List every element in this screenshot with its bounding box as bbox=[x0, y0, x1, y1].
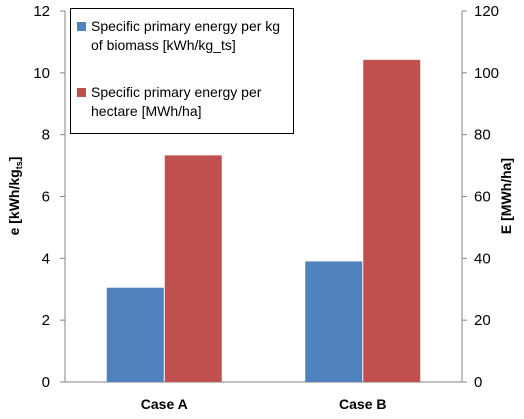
category-label: Case B bbox=[339, 396, 386, 412]
left-tick-label: 8 bbox=[42, 127, 50, 144]
right-tick-label: 20 bbox=[474, 312, 491, 329]
y-axis-left-label: e [kWh/kgts] bbox=[6, 157, 24, 236]
legend-swatch-blue bbox=[77, 22, 86, 31]
left-tick-label: 6 bbox=[42, 189, 50, 206]
bar-case-a-per-kg bbox=[106, 287, 164, 382]
legend: Specific primary energy per kg of biomas… bbox=[70, 8, 294, 134]
y-axis-right-label: E [MWh/ha] bbox=[498, 158, 514, 234]
right-tick-label: 60 bbox=[474, 189, 491, 206]
legend-label-kg: Specific primary energy per kg of biomas… bbox=[91, 18, 281, 53]
right-tick-label: 120 bbox=[474, 3, 499, 20]
left-axis-ticks: 0 2 4 6 8 10 12 bbox=[33, 3, 65, 391]
bar-case-a-per-hectare bbox=[164, 155, 222, 382]
right-tick-label: 40 bbox=[474, 250, 491, 267]
right-tick-label: 80 bbox=[474, 127, 491, 144]
legend-swatch-red bbox=[77, 88, 86, 97]
category-label: Case A bbox=[141, 396, 188, 412]
left-tick-label: 12 bbox=[33, 3, 50, 20]
right-tick-label: 0 bbox=[474, 374, 482, 391]
left-tick-label: 2 bbox=[42, 312, 50, 329]
left-tick-label: 10 bbox=[33, 65, 50, 82]
right-tick-label: 100 bbox=[474, 65, 499, 82]
bars bbox=[106, 59, 421, 383]
bar-case-b-per-hectare bbox=[363, 59, 421, 383]
left-tick-label: 4 bbox=[42, 250, 50, 267]
right-axis-ticks: 0 20 40 60 80 100 120 bbox=[462, 3, 499, 391]
left-tick-label: 0 bbox=[42, 374, 50, 391]
bar-case-b-per-kg bbox=[305, 261, 363, 382]
category-labels: Case A Case B bbox=[141, 396, 387, 412]
legend-label-ha: Specific primary energy per hectare [MWh… bbox=[91, 84, 262, 119]
